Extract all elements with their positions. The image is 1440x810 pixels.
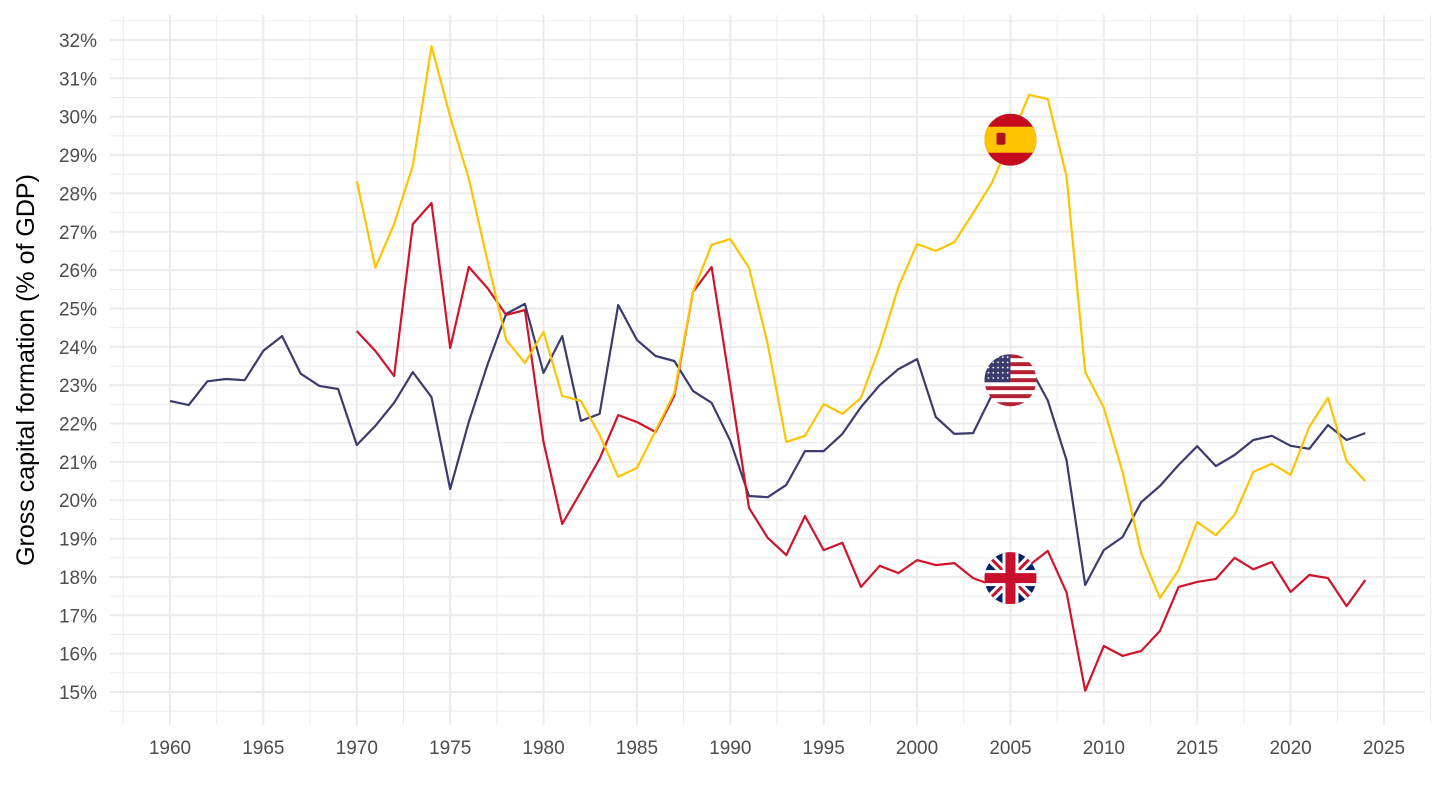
y-tick-label: 17% — [59, 606, 97, 627]
series-lines — [169, 44, 1367, 692]
x-axis-ticks: 1960 1965 1970 1975 1980 1985 1990 1995 2000 2005… — [149, 738, 1405, 759]
x-tick-label: 1980 — [522, 738, 564, 759]
y-tick-label: 30% — [59, 108, 97, 129]
y-tick-label: 31% — [59, 69, 97, 90]
y-tick-label: 32% — [59, 31, 97, 52]
flag-stripe — [984, 390, 1037, 395]
y-tick-label: 24% — [59, 338, 97, 359]
flag-stripe — [984, 386, 1037, 391]
flag-star — [1001, 356, 1004, 359]
y-axis-ticks: 15% 16% 17% 18% 19% 20% 21% 22% 23% 24% 25% 26% 27% 2… — [59, 31, 97, 704]
y-tick-label: 23% — [59, 376, 97, 397]
us-flag-icon — [984, 354, 1037, 407]
flag-star — [997, 361, 999, 364]
uk-flag-icon — [984, 552, 1037, 605]
y-tick-label: 29% — [59, 146, 97, 167]
flag-star — [1006, 356, 1009, 359]
flag-stripe — [984, 402, 1037, 407]
x-tick-label: 1965 — [242, 738, 284, 759]
flag-star — [987, 361, 990, 364]
flag-markers — [984, 113, 1037, 605]
series-line-united-states — [169, 302, 1366, 587]
flag-star — [1001, 371, 1004, 374]
y-tick-label: 26% — [59, 261, 97, 282]
y-tick-label: 28% — [59, 184, 97, 205]
x-tick-label: 1990 — [709, 738, 751, 759]
grid — [110, 15, 1432, 725]
flag-stripe — [984, 382, 1037, 387]
series-line-united-kingdom — [355, 201, 1367, 692]
y-tick-label: 25% — [59, 299, 97, 320]
flag-star — [987, 371, 990, 374]
flag-star — [997, 366, 999, 369]
flag-star — [992, 366, 995, 369]
series-line-spain — [355, 44, 1367, 600]
flag-star — [1001, 377, 1004, 379]
x-tick-label: 2015 — [1176, 738, 1218, 759]
x-tick-label: 1960 — [149, 738, 191, 759]
flag-stripe — [984, 398, 1037, 403]
flag-stripe — [984, 394, 1037, 399]
coat-of-arms — [996, 132, 1006, 145]
x-tick-label: 1970 — [336, 738, 378, 759]
flag-star — [997, 356, 999, 359]
flag-stripe — [984, 126, 1037, 153]
y-tick-label: 27% — [59, 223, 97, 244]
flag-star — [992, 361, 995, 364]
flag-star — [987, 377, 990, 379]
x-tick-label: 2025 — [1363, 738, 1405, 759]
flag-star — [1001, 361, 1004, 364]
spain-flag-icon — [984, 113, 1037, 166]
flag-star — [992, 356, 995, 359]
flag-star — [987, 366, 990, 369]
x-tick-label: 2020 — [1269, 738, 1311, 759]
flag-star — [1006, 371, 1009, 374]
x-tick-label: 1995 — [803, 738, 845, 759]
flag-star — [992, 377, 995, 379]
flag-star — [997, 371, 999, 374]
x-tick-label: 2010 — [1083, 738, 1125, 759]
flag-star — [1006, 377, 1009, 379]
x-tick-label: 1975 — [429, 738, 471, 759]
y-tick-label: 18% — [59, 568, 97, 589]
flag-star — [1006, 366, 1009, 369]
y-tick-label: 21% — [59, 453, 97, 474]
x-tick-label: 2005 — [989, 738, 1031, 759]
flag-star — [987, 356, 990, 359]
flag-star — [1001, 366, 1004, 369]
x-tick-label: 1985 — [616, 738, 658, 759]
y-tick-label: 20% — [59, 491, 97, 512]
y-tick-label: 16% — [59, 645, 97, 666]
y-tick-label: 19% — [59, 530, 97, 551]
y-tick-label: 22% — [59, 415, 97, 436]
flag-star — [992, 371, 995, 374]
flag-star — [1006, 361, 1009, 364]
y-tick-label: 15% — [59, 683, 97, 704]
y-axis-label: Gross capital formation (% of GDP) — [12, 174, 40, 566]
flag-cross-red — [984, 573, 1037, 584]
flag-star — [997, 377, 999, 379]
x-tick-label: 2000 — [896, 738, 938, 759]
